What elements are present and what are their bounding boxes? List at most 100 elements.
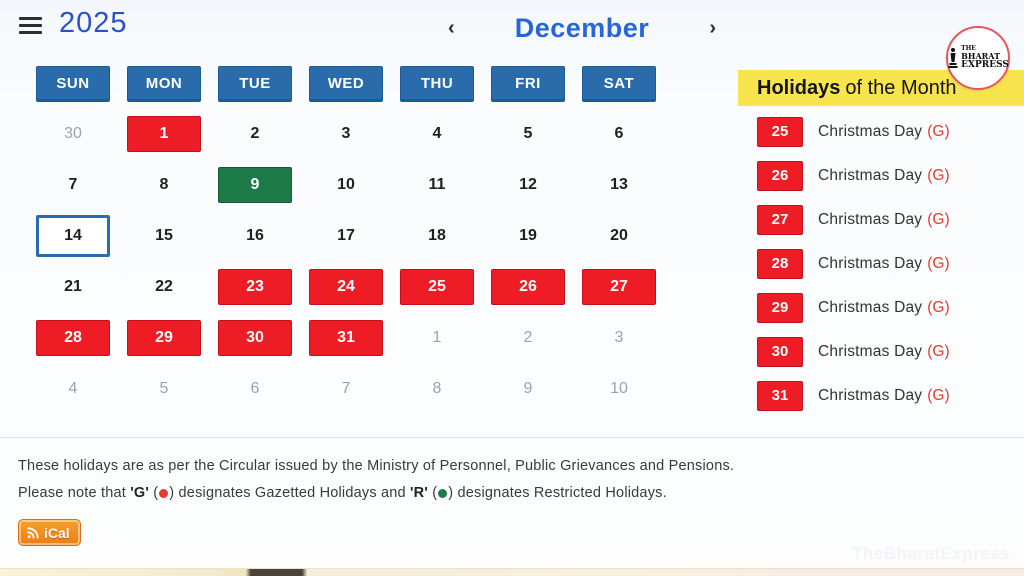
date-number: 3 (614, 328, 624, 346)
date-cell[interactable]: 7 (36, 159, 110, 210)
legend-text: ( (149, 485, 159, 501)
date-cell[interactable]: 11 (400, 159, 474, 210)
date-cell[interactable]: 29 (127, 312, 201, 363)
date-cell[interactable]: 10 (582, 363, 656, 414)
date-cell[interactable]: 24 (309, 261, 383, 312)
date-cell[interactable]: 14 (36, 210, 110, 261)
date-cell[interactable]: 31 (309, 312, 383, 363)
date-cell[interactable]: 10 (309, 159, 383, 210)
holidays-title-rest: of the Month (845, 76, 957, 99)
date-cell[interactable]: 4 (36, 363, 110, 414)
date-number: 30 (218, 319, 292, 356)
date-number: 6 (614, 124, 624, 142)
holidays-title-bold: Holidays (757, 76, 841, 99)
holiday-name: Christmas Day (818, 122, 923, 140)
date-cell[interactable]: 4 (400, 108, 474, 159)
holiday-date-badge: 29 (757, 292, 803, 323)
date-cell[interactable]: 23 (218, 261, 292, 312)
date-cell[interactable]: 8 (400, 363, 474, 414)
date-cell[interactable]: 1 (127, 108, 201, 159)
date-grid: 30 1 2 3 4 5 6 7 8 9 10 11 12 13 14 15 16 17 18 19 20 21 22 23 2… (36, 108, 656, 414)
date-number: 17 (337, 226, 355, 244)
date-number: 15 (155, 226, 173, 244)
date-cell[interactable]: 2 (491, 312, 565, 363)
holiday-list: 25 Christmas Day (G) 26 Christmas Day (G) 27 Ch… (757, 116, 950, 424)
date-cell[interactable]: 6 (218, 363, 292, 414)
date-number: 8 (159, 175, 169, 193)
date-cell[interactable]: 30 (36, 108, 110, 159)
date-cell[interactable]: 17 (309, 210, 383, 261)
date-number: 23 (218, 268, 292, 305)
date-number: 9 (523, 379, 533, 397)
holiday-date-badge: 30 (757, 336, 803, 367)
menu-icon[interactable] (19, 17, 42, 34)
date-cell[interactable]: 19 (491, 210, 565, 261)
holiday-name: Christmas Day (818, 166, 923, 184)
holiday-date-badge: 28 (757, 248, 803, 279)
date-number: 22 (155, 277, 173, 295)
legend-text: ) designates Gazetted Holidays and (169, 485, 411, 501)
footer-note-legend: Please note that 'G' () designates Gazet… (18, 485, 667, 501)
date-number: 11 (428, 175, 446, 193)
day-header-row: SUN MON TUE WED THU FRI SAT (36, 66, 656, 102)
date-cell[interactable]: 15 (127, 210, 201, 261)
holiday-item: 30 Christmas Day (G) (757, 336, 950, 367)
holiday-item: 25 Christmas Day (G) (757, 116, 950, 147)
brand-logo: THE BHARAT EXPRESS (946, 26, 1010, 90)
date-cell[interactable]: 2 (218, 108, 292, 159)
legend-text: ) designates Restricted Holidays. (448, 485, 667, 501)
date-cell[interactable]: 3 (309, 108, 383, 159)
prev-month-button[interactable]: ‹ (448, 17, 455, 39)
legend-r-label: 'R' (410, 485, 428, 501)
date-number: 31 (309, 319, 383, 356)
day-header: FRI (491, 66, 565, 102)
holiday-name: Christmas Day (818, 254, 923, 272)
date-number: 13 (610, 175, 628, 193)
date-cell[interactable]: 9 (491, 363, 565, 414)
date-cell[interactable]: 5 (491, 108, 565, 159)
holiday-item: 26 Christmas Day (G) (757, 160, 950, 191)
date-cell[interactable]: 22 (127, 261, 201, 312)
holiday-type-tag: (G) (927, 254, 950, 272)
holiday-item: 31 Christmas Day (G) (757, 380, 950, 411)
date-cell[interactable]: 21 (36, 261, 110, 312)
day-header: MON (127, 66, 201, 102)
holiday-date-badge: 27 (757, 204, 803, 235)
ical-button[interactable]: iCal (18, 519, 81, 546)
date-cell[interactable]: 8 (127, 159, 201, 210)
date-number: 16 (246, 226, 264, 244)
date-cell[interactable]: 27 (582, 261, 656, 312)
holiday-type-tag: (G) (927, 122, 950, 140)
date-number: 14 (36, 214, 110, 257)
date-number: 18 (428, 226, 446, 244)
holiday-type-tag: (G) (927, 298, 950, 316)
date-number: 3 (341, 124, 351, 142)
restricted-dot-icon (438, 489, 448, 498)
date-cell[interactable]: 6 (582, 108, 656, 159)
date-cell[interactable]: 18 (400, 210, 474, 261)
date-cell[interactable]: 3 (582, 312, 656, 363)
holiday-type-tag: (G) (927, 342, 950, 360)
date-cell[interactable]: 13 (582, 159, 656, 210)
date-cell[interactable]: 16 (218, 210, 292, 261)
date-number: 26 (491, 268, 565, 305)
date-number: 21 (64, 277, 82, 295)
date-cell[interactable]: 25 (400, 261, 474, 312)
ical-button-label: iCal (44, 524, 70, 541)
date-cell[interactable]: 30 (218, 312, 292, 363)
year-label: 2025 (59, 7, 128, 39)
date-cell[interactable]: 28 (36, 312, 110, 363)
date-number: 1 (127, 115, 201, 152)
day-header: SAT (582, 66, 656, 102)
date-cell[interactable]: 7 (309, 363, 383, 414)
holiday-item: 29 Christmas Day (G) (757, 292, 950, 323)
holiday-name: Christmas Day (818, 386, 923, 404)
date-cell[interactable]: 12 (491, 159, 565, 210)
date-cell[interactable]: 9 (218, 159, 292, 210)
date-cell[interactable]: 26 (491, 261, 565, 312)
date-cell[interactable]: 5 (127, 363, 201, 414)
holiday-date-badge: 25 (757, 116, 803, 147)
next-month-button[interactable]: › (709, 17, 716, 39)
date-cell[interactable]: 1 (400, 312, 474, 363)
date-cell[interactable]: 20 (582, 210, 656, 261)
